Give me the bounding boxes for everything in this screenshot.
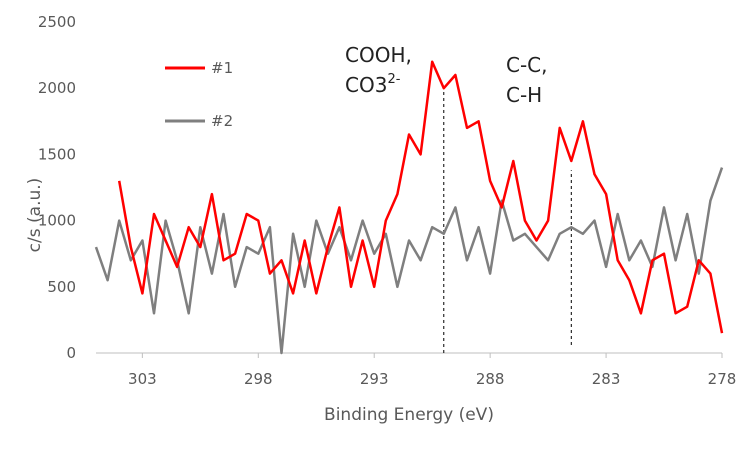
y-axis-label: c/s (a.u.) (25, 178, 45, 253)
x-tick-label: 283 (592, 370, 621, 388)
data-line (94, 167, 724, 355)
legend-label: #2 (211, 112, 233, 130)
x-tick-label: 293 (360, 370, 389, 388)
annotation-text: CO3 (345, 73, 387, 97)
y-tick-label: 1500 (38, 145, 76, 163)
y-tick-label: 0 (66, 344, 76, 362)
x-tick-label: 288 (476, 370, 505, 388)
y-tick-label: 2500 (38, 13, 76, 31)
y-tick-label: 2000 (38, 79, 76, 97)
x-tick-label: 303 (128, 370, 157, 388)
y-tick-label: 500 (47, 278, 76, 296)
data-line (117, 60, 724, 334)
annotation-superscript: 2- (387, 72, 400, 87)
x-tick-label: 278 (708, 370, 737, 388)
annotation: C-H (506, 83, 542, 107)
annotation: COOH, (345, 43, 412, 67)
annotation: CO32- (345, 72, 401, 97)
annotation: C-C, (506, 53, 548, 77)
x-tick-label: 298 (244, 370, 273, 388)
legend-label: #1 (211, 59, 233, 77)
x-axis-label: Binding Energy (eV) (324, 405, 494, 425)
y-tick-label: 1000 (38, 212, 76, 230)
